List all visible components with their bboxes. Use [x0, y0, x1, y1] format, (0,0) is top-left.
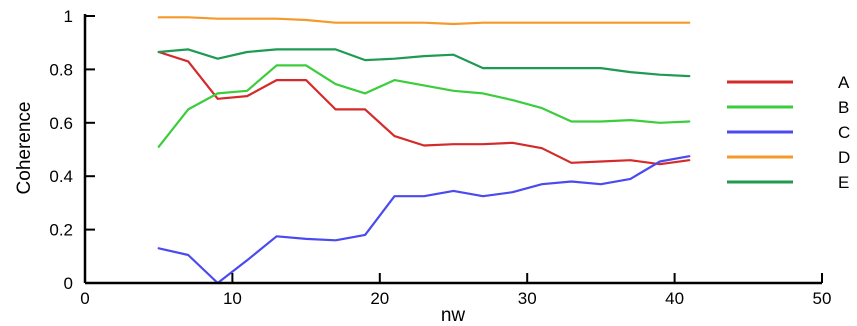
series-line-d [157, 16, 691, 26]
x-tick-label: 10 [223, 289, 242, 308]
series-line-e [157, 48, 691, 78]
y-ticks-group: 0 0.2 0.4 0.6 0.8 1 [49, 7, 95, 293]
series-line-a [157, 50, 691, 166]
y-tick-label: 0.4 [49, 167, 73, 186]
legend-label-b: B [838, 98, 849, 117]
x-tick-label: 30 [518, 289, 537, 308]
legend-label-a: A [838, 73, 850, 92]
y-tick-label: 0.8 [49, 60, 73, 79]
plot-series-group [157, 16, 691, 285]
y-axis-title: Coherence [14, 102, 35, 195]
x-tick-label: 40 [665, 289, 684, 308]
y-tick-label: 0 [64, 274, 73, 293]
x-axis-title: nw [441, 305, 466, 326]
legend-label-d: D [838, 148, 850, 167]
y-tick-label: 1 [64, 7, 73, 26]
series-line-c [157, 155, 691, 285]
x-ticks-group: 0 10 20 30 40 50 [80, 273, 831, 308]
y-tick-label: 0.2 [49, 221, 73, 240]
legend-label-c: C [838, 123, 850, 142]
x-tick-label: 50 [813, 289, 832, 308]
y-tick-label: 0.6 [49, 114, 73, 133]
x-tick-label: 20 [370, 289, 389, 308]
x-tick-label: 0 [80, 289, 89, 308]
series-line-b [157, 64, 691, 148]
legend-label-e: E [838, 173, 849, 192]
axes-group [83, 14, 822, 285]
